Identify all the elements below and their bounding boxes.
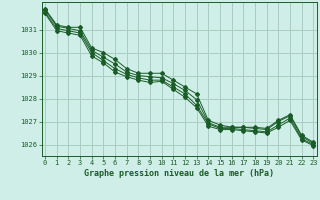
X-axis label: Graphe pression niveau de la mer (hPa): Graphe pression niveau de la mer (hPa) <box>84 169 274 178</box>
